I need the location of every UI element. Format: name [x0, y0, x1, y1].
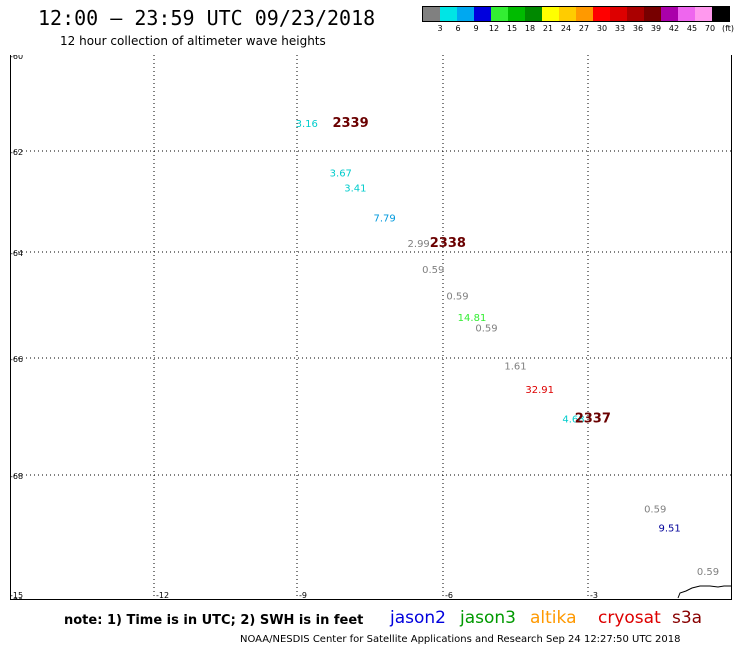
legend-swatch: [610, 7, 627, 21]
wave-height-value: 1.61: [504, 362, 526, 373]
wave-height-value: 3.67: [330, 168, 352, 179]
wave-height-value: 0.59: [422, 265, 444, 276]
lon-label: -15: [10, 591, 23, 600]
wave-height-value: 32.91: [525, 385, 554, 396]
satellite-s3a: s3a: [672, 608, 703, 628]
satellite-cryosat: cryosat: [598, 608, 661, 628]
wave-height-value: 0.59: [644, 505, 666, 516]
lon-label: -6: [445, 591, 453, 600]
wave-height-value: 7.79: [373, 214, 395, 225]
legend-swatch: [678, 7, 695, 21]
legend-tick-label: 18: [524, 24, 536, 33]
legend-tick-label: 33: [614, 24, 626, 33]
legend-swatch: [508, 7, 525, 21]
pass-time-labels: 2339 2338 2337: [332, 116, 610, 426]
legend-tick-label: 12: [488, 24, 500, 33]
legend-tick-label: 3: [437, 24, 443, 33]
legend-tick-label: 39: [650, 24, 662, 33]
wave-height-value: 14.81: [458, 313, 487, 324]
legend-tick-label: 24: [560, 24, 572, 33]
legend-tick-label: 6: [455, 24, 461, 33]
legend-swatch: [661, 7, 678, 21]
wave-height-value: 0.59: [697, 567, 719, 578]
satellite-jason2: jason2: [390, 608, 446, 628]
lat-label: -64: [10, 249, 23, 258]
color-legend: 3 6 9 12 15 18 21 24 27 30 33 36 39 42 45 70 (ft): [422, 6, 734, 36]
legend-tick-label: 21: [542, 24, 554, 33]
legend-swatch: [644, 7, 661, 21]
lat-label: -62: [10, 148, 23, 157]
satellite-jason3: jason3: [460, 608, 516, 628]
lat-label: -68: [10, 472, 23, 481]
pass-time-value: 2337: [575, 411, 611, 426]
wave-height-labels: 3.163.673.417.792.990.590.5914.810.591.6…: [296, 119, 720, 578]
legend-swatch: [491, 7, 508, 21]
legend-tick-label: 45: [686, 24, 698, 33]
satellite-altika: altika: [530, 608, 577, 628]
grid-lines: [10, 55, 732, 600]
legend-swatch: [525, 7, 542, 21]
legend-swatch: [695, 7, 712, 21]
map-title: 12:00 – 23:59 UTC 09/23/2018: [38, 6, 376, 30]
wave-height-value: 0.59: [446, 292, 468, 303]
lat-label: -66: [10, 355, 23, 364]
legend-swatch: [457, 7, 474, 21]
lon-label: -9: [299, 591, 307, 600]
wave-height-value: 9.51: [658, 523, 680, 534]
legend-swatch: [423, 7, 440, 21]
legend-swatch: [576, 7, 593, 21]
legend-tick-label: (ft): [721, 24, 735, 33]
legend-swatch: [627, 7, 644, 21]
coastline: [677, 585, 732, 599]
legend-swatches: [422, 6, 730, 22]
legend-swatch: [712, 7, 729, 21]
wave-height-value: 4.68: [562, 414, 584, 425]
credit-line: NOAA/NESDIS Center for Satellite Applica…: [240, 634, 681, 645]
legend-swatch: [542, 7, 559, 21]
legend-tick-label: 15: [506, 24, 518, 33]
legend-tick-label: 30: [596, 24, 608, 33]
axis-labels: -60-62-64-66-68-70-15-12-9-6-30: [10, 55, 598, 600]
wave-height-value: 3.16: [296, 119, 318, 130]
pass-time-value: 2338: [430, 236, 466, 251]
lon-label: -3: [590, 591, 598, 600]
legend-ticks: 3 6 9 12 15 18 21 24 27 30 33 36 39 42 45 70 (ft): [422, 22, 734, 36]
legend-swatch: [440, 7, 457, 21]
legend-swatch: [559, 7, 576, 21]
legend-swatch: [474, 7, 491, 21]
legend-tick-label: 27: [578, 24, 590, 33]
legend-tick-label: 36: [632, 24, 644, 33]
map-subtitle: 12 hour collection of altimeter wave hei…: [60, 34, 326, 48]
legend-tick-label: 42: [668, 24, 680, 33]
wave-height-value: 2.99: [408, 239, 430, 250]
wave-height-value: 3.41: [344, 183, 366, 194]
legend-swatch: [593, 7, 610, 21]
lat-label: -70: [10, 597, 23, 600]
wave-height-value: 0.59: [475, 324, 497, 335]
legend-tick-label: 9: [473, 24, 479, 33]
lat-label: -60: [10, 55, 23, 61]
footer-note: note: 1) Time is in UTC; 2) SWH is in fe…: [64, 613, 364, 628]
legend-tick-label: 70: [704, 24, 716, 33]
map-plot: -60-62-64-66-68-70-15-12-9-6-30 3.163.67…: [10, 55, 732, 600]
pass-time-value: 2339: [332, 116, 368, 131]
lon-label: -12: [156, 591, 169, 600]
